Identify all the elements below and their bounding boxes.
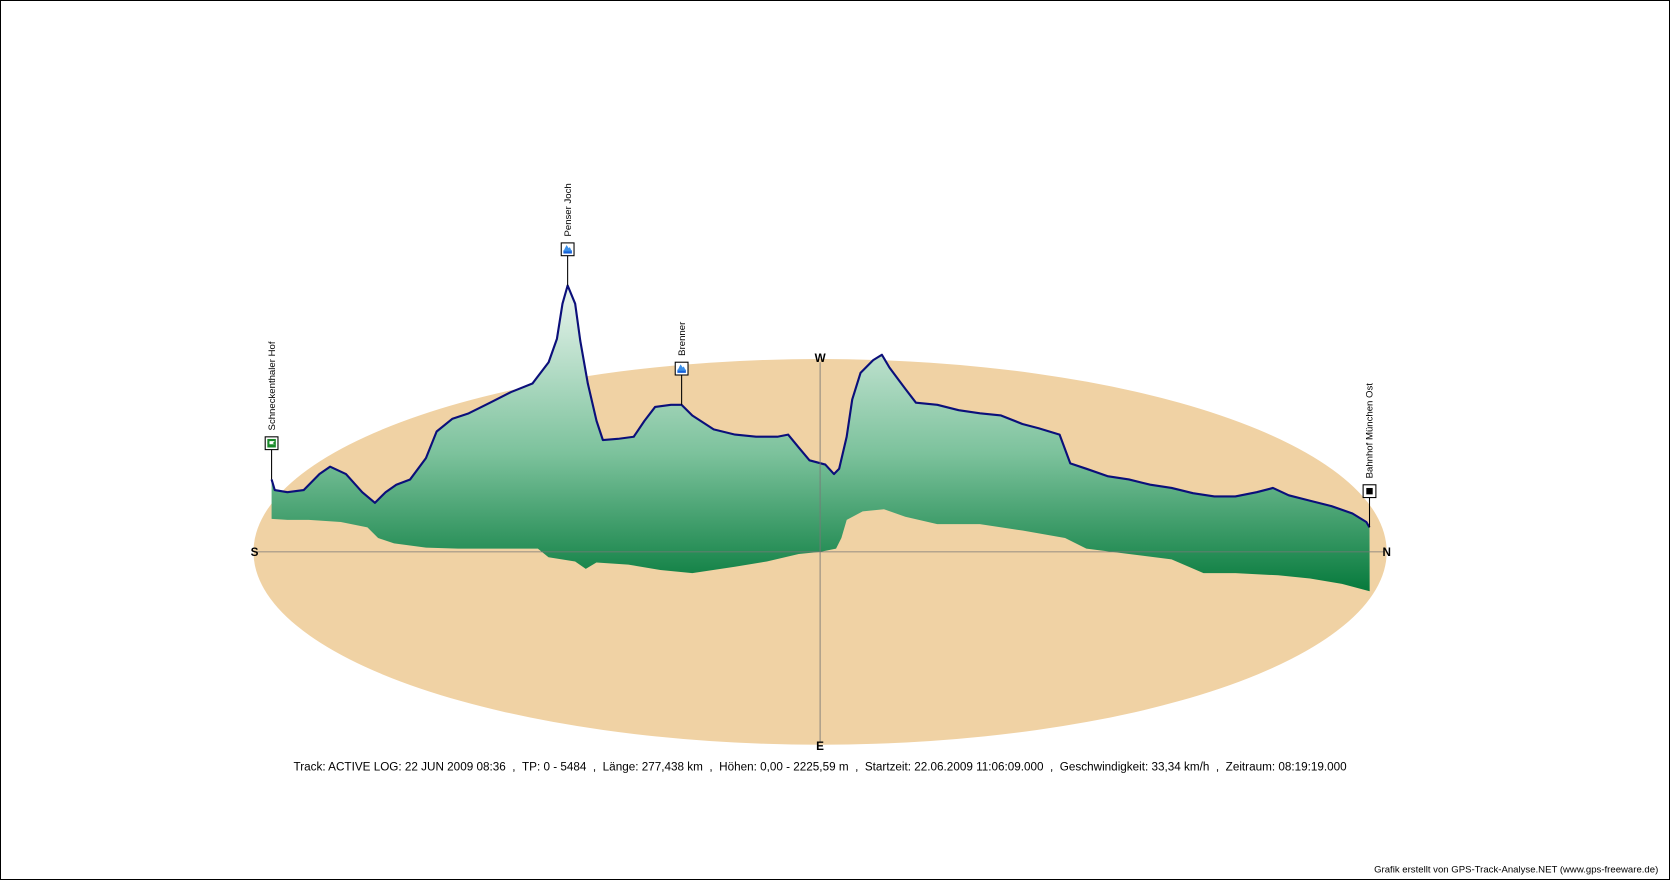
- footer-credit: Grafik erstellt von GPS-Track-Analyse.NE…: [1374, 865, 1658, 876]
- end-glyph: [1366, 487, 1373, 495]
- caption-separator: ,: [703, 760, 719, 773]
- caption-separator: ,: [1044, 760, 1060, 773]
- caption-field: Zeitraum: 08:19:19.000: [1226, 760, 1347, 773]
- caption-separator: ,: [1209, 760, 1225, 773]
- summit-base: [563, 250, 572, 254]
- waypoint-0: Schneckenthaler Hof: [264, 341, 279, 480]
- track-summary: Track: ACTIVE LOG: 22 JUN 2009 08:36 , T…: [294, 760, 1348, 773]
- caption-field: Länge: 277,438 km: [603, 760, 703, 773]
- caption-field: Startzeit: 22.06.2009 11:06:09.000: [865, 760, 1044, 773]
- waypoint-label: Bahnhof München Ost: [1365, 383, 1376, 479]
- waypoint-3: Bahnhof München Ost: [1362, 383, 1377, 528]
- caption-separator: ,: [506, 760, 522, 773]
- elevation-area: [271, 285, 1370, 592]
- waypoint-label: Brenner: [677, 321, 688, 356]
- direction-s: S: [251, 546, 259, 559]
- direction-n: N: [1382, 546, 1390, 559]
- direction-w: W: [815, 352, 827, 365]
- elevation-line: [270, 284, 1371, 528]
- caption-field: Track: ACTIVE LOG: 22 JUN 2009 08:36: [294, 760, 506, 773]
- waypoint-label: Penser Joch: [563, 183, 574, 236]
- waypoint-1: Penser Joch: [560, 183, 575, 286]
- waypoint-2: Brenner: [674, 321, 689, 405]
- caption-separator: ,: [849, 760, 865, 773]
- summit-base: [677, 369, 686, 373]
- direction-e: E: [816, 740, 824, 753]
- caption-field: TP: 0 - 5484: [522, 760, 587, 773]
- mountain-glyph: [677, 364, 686, 371]
- caption-field: Höhen: 0,00 - 2225,59 m: [719, 760, 848, 773]
- mountain-glyph: [563, 245, 572, 252]
- waypoint-label: Schneckenthaler Hof: [267, 341, 278, 430]
- caption-field: Geschwindigkeit: 33,34 km/h: [1060, 760, 1210, 773]
- caption-separator: ,: [586, 760, 602, 773]
